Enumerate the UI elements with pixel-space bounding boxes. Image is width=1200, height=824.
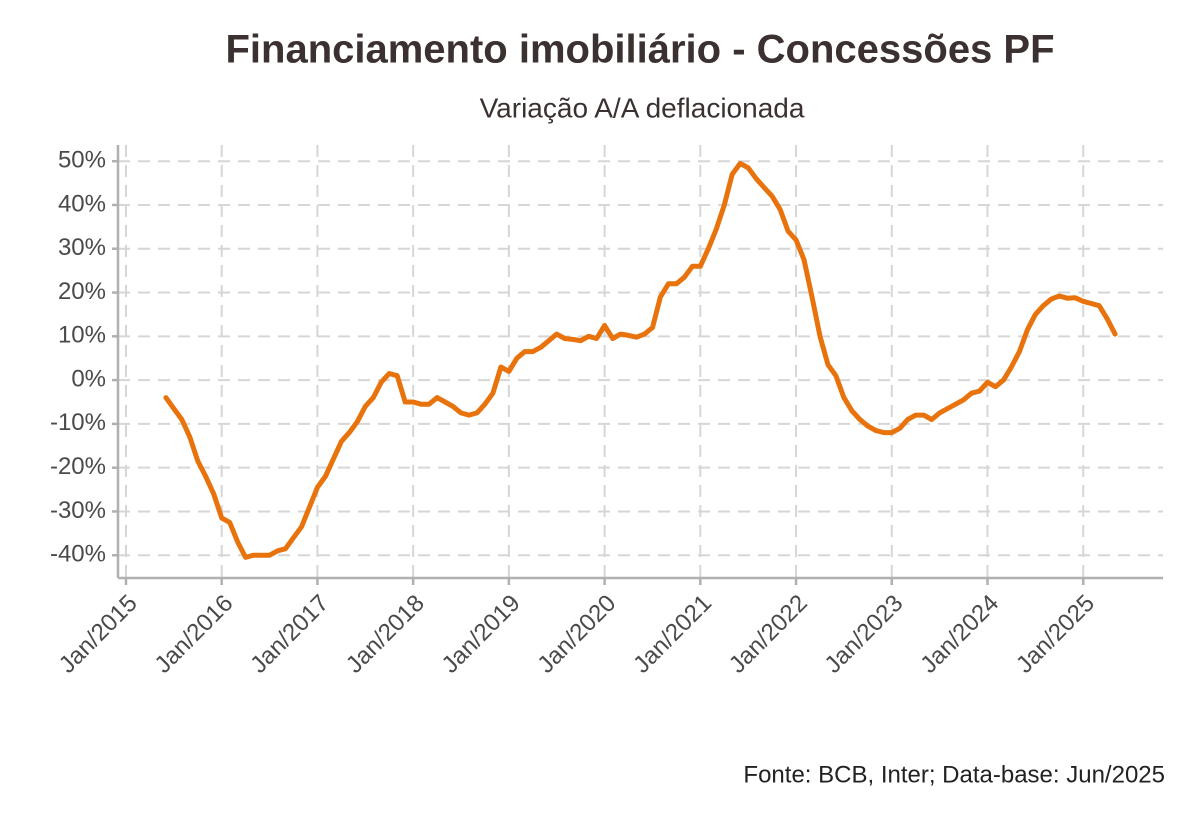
y-tick-label: -20%	[50, 453, 106, 480]
x-tick-label: Jan/2018	[341, 590, 430, 679]
x-tick-label: Jan/2015	[54, 590, 143, 679]
x-tick-label: Jan/2016	[150, 590, 239, 679]
x-tick-label: Jan/2025	[1011, 590, 1100, 679]
x-tick-label: Jan/2021	[628, 590, 717, 679]
y-tick-label: 50%	[58, 147, 106, 174]
x-tick-label: Jan/2017	[245, 590, 334, 679]
y-tick-label: 10%	[58, 322, 106, 349]
data-line	[163, 160, 1118, 560]
x-tick-label: Jan/2020	[532, 590, 621, 679]
x-tick-label: Jan/2024	[915, 590, 1004, 679]
source-note: Fonte: BCB, Inter; Data-base: Jun/2025	[743, 761, 1165, 788]
y-tick-label: -10%	[50, 409, 106, 436]
y-tick-label: 20%	[58, 278, 106, 305]
y-tick-label: 40%	[58, 190, 106, 217]
y-tick-label: -30%	[50, 497, 106, 524]
y-tick-label: 30%	[58, 234, 106, 261]
chart-subtitle: Variação A/A deflacionada	[480, 92, 805, 123]
x-tick-label: Jan/2022	[724, 590, 813, 679]
x-tick-label: Jan/2019	[437, 590, 526, 679]
x-tick-label: Jan/2023	[820, 590, 909, 679]
y-tick-label: -40%	[50, 541, 106, 568]
y-tick-label: 0%	[71, 365, 106, 392]
chart-title: Financiamento imobiliário - Concessões P…	[225, 28, 1054, 72]
